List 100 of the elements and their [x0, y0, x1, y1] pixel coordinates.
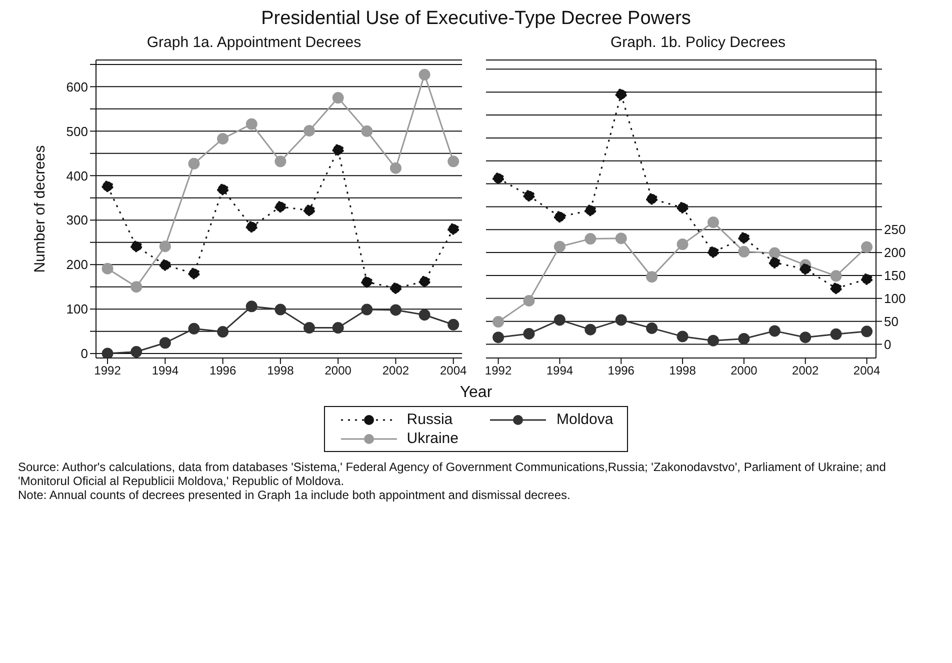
legend-label: Moldova	[556, 411, 614, 428]
point	[861, 273, 873, 285]
point	[390, 304, 402, 316]
y2-tick-label: 50	[884, 314, 898, 329]
point	[707, 216, 719, 228]
point	[615, 232, 627, 244]
y2-tick-label: 250	[884, 222, 906, 238]
point	[523, 294, 535, 306]
point	[361, 276, 373, 288]
y2-tick-label: 150	[884, 268, 906, 284]
y-tick-label: 300	[66, 212, 88, 228]
point	[676, 238, 688, 250]
chart-title: Presidential Use of Executive-Type Decree Powers	[260, 8, 692, 30]
point	[390, 162, 402, 174]
point	[738, 232, 750, 244]
point	[646, 322, 658, 334]
legend-label: Ukraine	[406, 430, 458, 447]
point	[523, 190, 535, 202]
point	[332, 322, 344, 334]
point	[159, 259, 171, 271]
point	[274, 201, 286, 213]
point	[102, 348, 114, 358]
point	[246, 300, 258, 312]
point	[615, 88, 627, 100]
point	[707, 334, 719, 346]
point	[188, 322, 200, 334]
point	[676, 330, 688, 342]
point	[830, 270, 842, 282]
point	[830, 282, 842, 294]
y2-tick-label: 0	[884, 336, 892, 352]
x-tick-label: 2000	[324, 364, 352, 378]
point	[615, 314, 627, 326]
x-tick-label: 1996	[608, 364, 635, 378]
text: Note: Annual counts of decrees presented in Graph 1a include both appointment and dismissal decrees.	[18, 488, 572, 502]
point	[554, 240, 566, 252]
y-tick-label: 0	[80, 346, 88, 362]
point	[492, 332, 504, 344]
point	[332, 92, 344, 104]
point	[418, 276, 430, 288]
x-tick-label: 2004	[853, 364, 880, 378]
source-note: Source: Author's calculations, data from databases 'Sistema,' Federal Agency of Government Communications,Russia; 'Zakonodavstvo', Parliament of Ukraine; and 'Monitorul Oficial al Republicii Moldova,' Republic of Moldova.	[18, 460, 887, 488]
point	[418, 68, 430, 80]
point	[159, 337, 171, 349]
x-tick-label: 1996	[209, 364, 236, 378]
point	[584, 324, 596, 336]
x-tick-label: 2000	[730, 364, 758, 378]
x-tick-label: 1994	[152, 364, 179, 378]
point	[448, 223, 460, 235]
point	[102, 180, 114, 192]
point	[188, 268, 200, 280]
point	[217, 326, 229, 338]
y-tick-label: 400	[66, 168, 88, 184]
chart-subtitle: Graph 1a. Appointment Decrees	[146, 34, 362, 53]
point	[390, 282, 402, 294]
point	[523, 328, 535, 340]
y-tick-label: 500	[66, 124, 88, 139]
y-tick-label: 100	[66, 302, 88, 317]
point	[102, 262, 114, 274]
point	[738, 332, 750, 344]
point	[188, 158, 200, 170]
point	[246, 118, 258, 130]
x-tick-label: 1994	[546, 364, 574, 378]
x-tick-label: 2004	[440, 364, 468, 378]
x-tick-label: 2002	[792, 364, 820, 378]
point	[246, 221, 258, 233]
point	[332, 144, 344, 156]
point	[217, 132, 229, 144]
point	[448, 156, 460, 168]
point	[130, 240, 142, 252]
point	[274, 156, 286, 168]
point	[130, 346, 142, 358]
point	[274, 304, 286, 316]
x-tick-label: 1998	[267, 364, 294, 378]
point	[159, 240, 171, 252]
point	[861, 326, 873, 338]
point	[861, 241, 873, 253]
point	[448, 318, 460, 330]
point	[707, 246, 719, 258]
x-tick-label: 1998	[669, 364, 696, 378]
point	[768, 325, 780, 337]
point	[554, 211, 566, 223]
y-tick-label: 200	[66, 257, 88, 272]
legend-label: Russia	[406, 411, 453, 428]
point	[768, 256, 780, 268]
point	[304, 204, 316, 216]
point	[554, 314, 566, 326]
point	[800, 263, 812, 275]
point	[361, 125, 373, 137]
x-tick-label: 2002	[382, 364, 410, 378]
x-tick-label: 1992	[484, 364, 512, 378]
point	[492, 316, 504, 328]
point	[800, 332, 812, 344]
point	[304, 124, 316, 136]
point	[830, 328, 842, 340]
x-axis-title: Year	[458, 384, 494, 402]
y2-tick-label: 100	[884, 291, 906, 306]
chart-subtitle: Graph. 1b. Policy Decrees	[609, 34, 787, 53]
point	[646, 271, 658, 283]
point	[217, 184, 229, 196]
x-tick-label: 1992	[94, 364, 122, 378]
